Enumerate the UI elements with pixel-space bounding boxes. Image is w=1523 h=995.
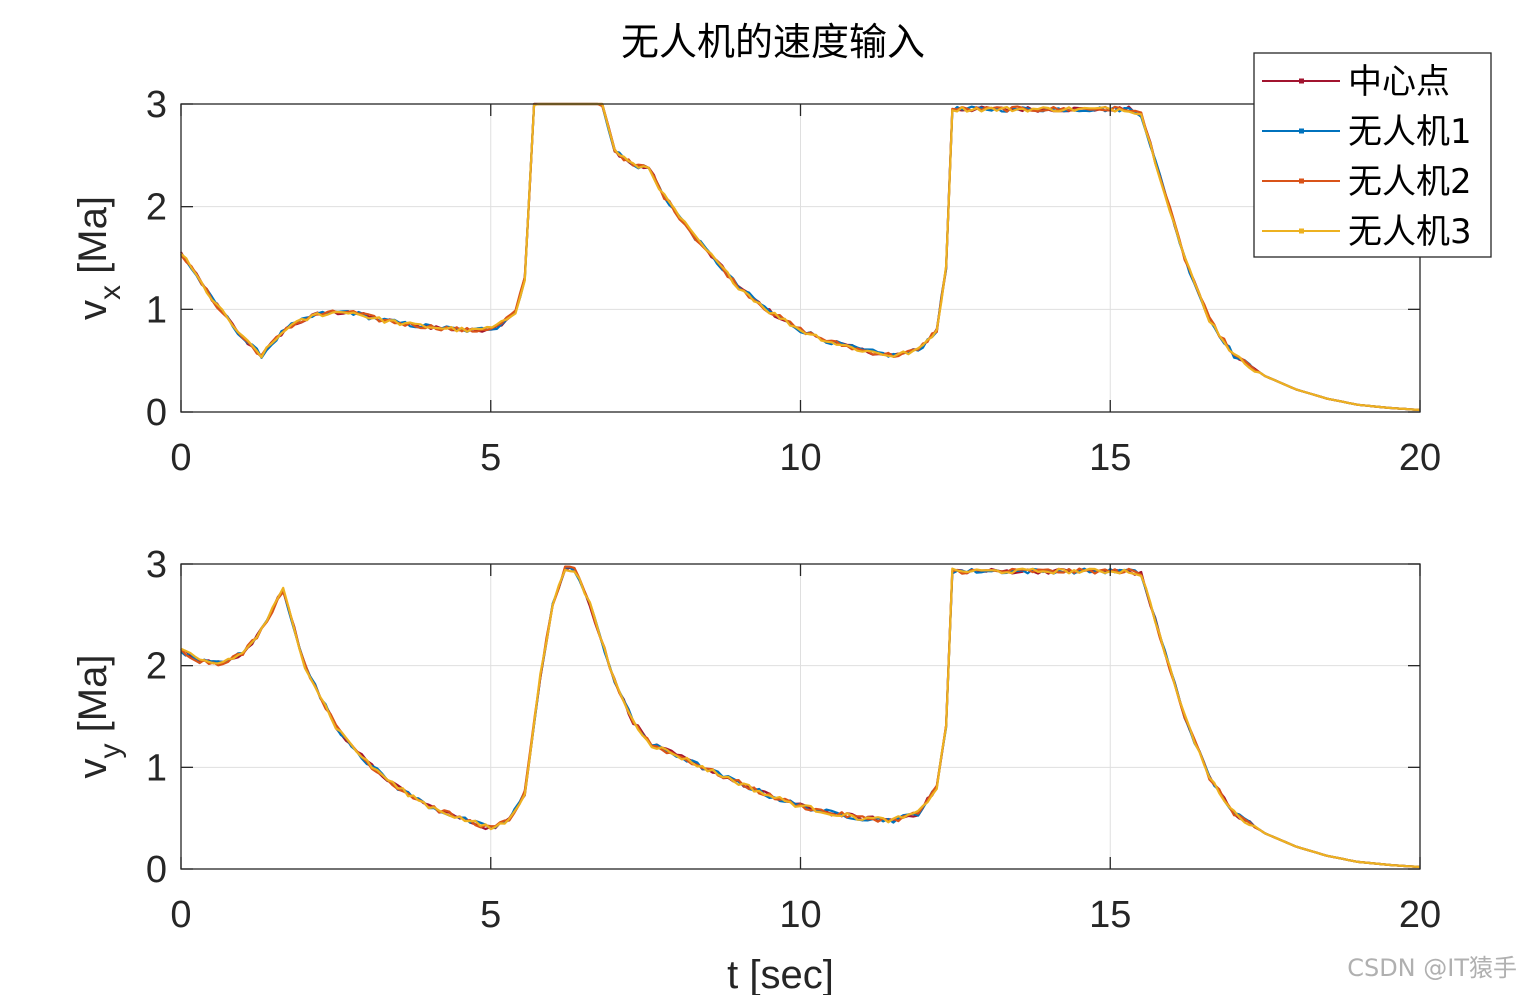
subplot-2: 0 5 10 15 20 0 1 2 3 vy [Ma] t [sec] <box>71 544 1441 995</box>
x-tick-label: 5 <box>480 894 501 936</box>
y-tick-label: 2 <box>146 646 167 688</box>
legend-item-1: 中心点 <box>1262 62 1450 102</box>
figure-title: 无人机的速度输入 <box>621 20 925 64</box>
x-tick-label: 10 <box>779 437 821 479</box>
legend-label: 无人机1 <box>1348 112 1472 152</box>
legend-marker <box>1299 178 1304 184</box>
legend-label: 无人机2 <box>1348 162 1472 202</box>
x-tick-label: 15 <box>1089 894 1131 936</box>
subplots: 0 5 10 15 20 0 1 2 3 vx [Ma] 0 5 10 15 20 0 1 2 3 vy [Ma] t … <box>71 84 1441 995</box>
legend-marker <box>1299 128 1304 134</box>
y-tick-label: 0 <box>146 392 167 434</box>
y-tick-label: 3 <box>146 544 167 586</box>
watermark: CSDN @IT猿手 <box>1347 954 1517 982</box>
y-axis-label: vx [Ma] <box>71 196 127 320</box>
x-tick-label: 20 <box>1399 437 1441 479</box>
x-tick-label: 0 <box>170 894 191 936</box>
legend-box <box>1253 52 1492 258</box>
legend-label: 中心点 <box>1348 62 1450 102</box>
series-line-4 <box>180 567 1421 869</box>
x-tick-label: 20 <box>1399 894 1441 936</box>
legend-item-4: 无人机3 <box>1262 212 1472 252</box>
y-tick-label: 1 <box>146 747 167 789</box>
y-tick-label: 2 <box>146 187 167 229</box>
x-tick-label: 10 <box>779 894 821 936</box>
legend-item-2: 无人机1 <box>1262 112 1472 152</box>
legend-marker <box>1299 78 1304 84</box>
subplot-1: 0 5 10 15 20 0 1 2 3 vx [Ma] <box>71 84 1441 479</box>
x-tick-label: 5 <box>480 437 501 479</box>
legend-item-3: 无人机2 <box>1262 162 1472 202</box>
series-line-4 <box>180 102 1421 411</box>
y-tick-label: 1 <box>146 289 167 331</box>
legend-label: 无人机3 <box>1348 212 1472 252</box>
y-tick-label: 3 <box>146 84 167 126</box>
legend-marker <box>1299 228 1304 234</box>
x-tick-label: 0 <box>170 437 191 479</box>
y-axis-label: vy [Ma] <box>71 655 127 779</box>
y-tick-label: 0 <box>146 849 167 891</box>
x-tick-label: 15 <box>1089 437 1131 479</box>
x-axis-label: t [sec] <box>727 953 834 995</box>
